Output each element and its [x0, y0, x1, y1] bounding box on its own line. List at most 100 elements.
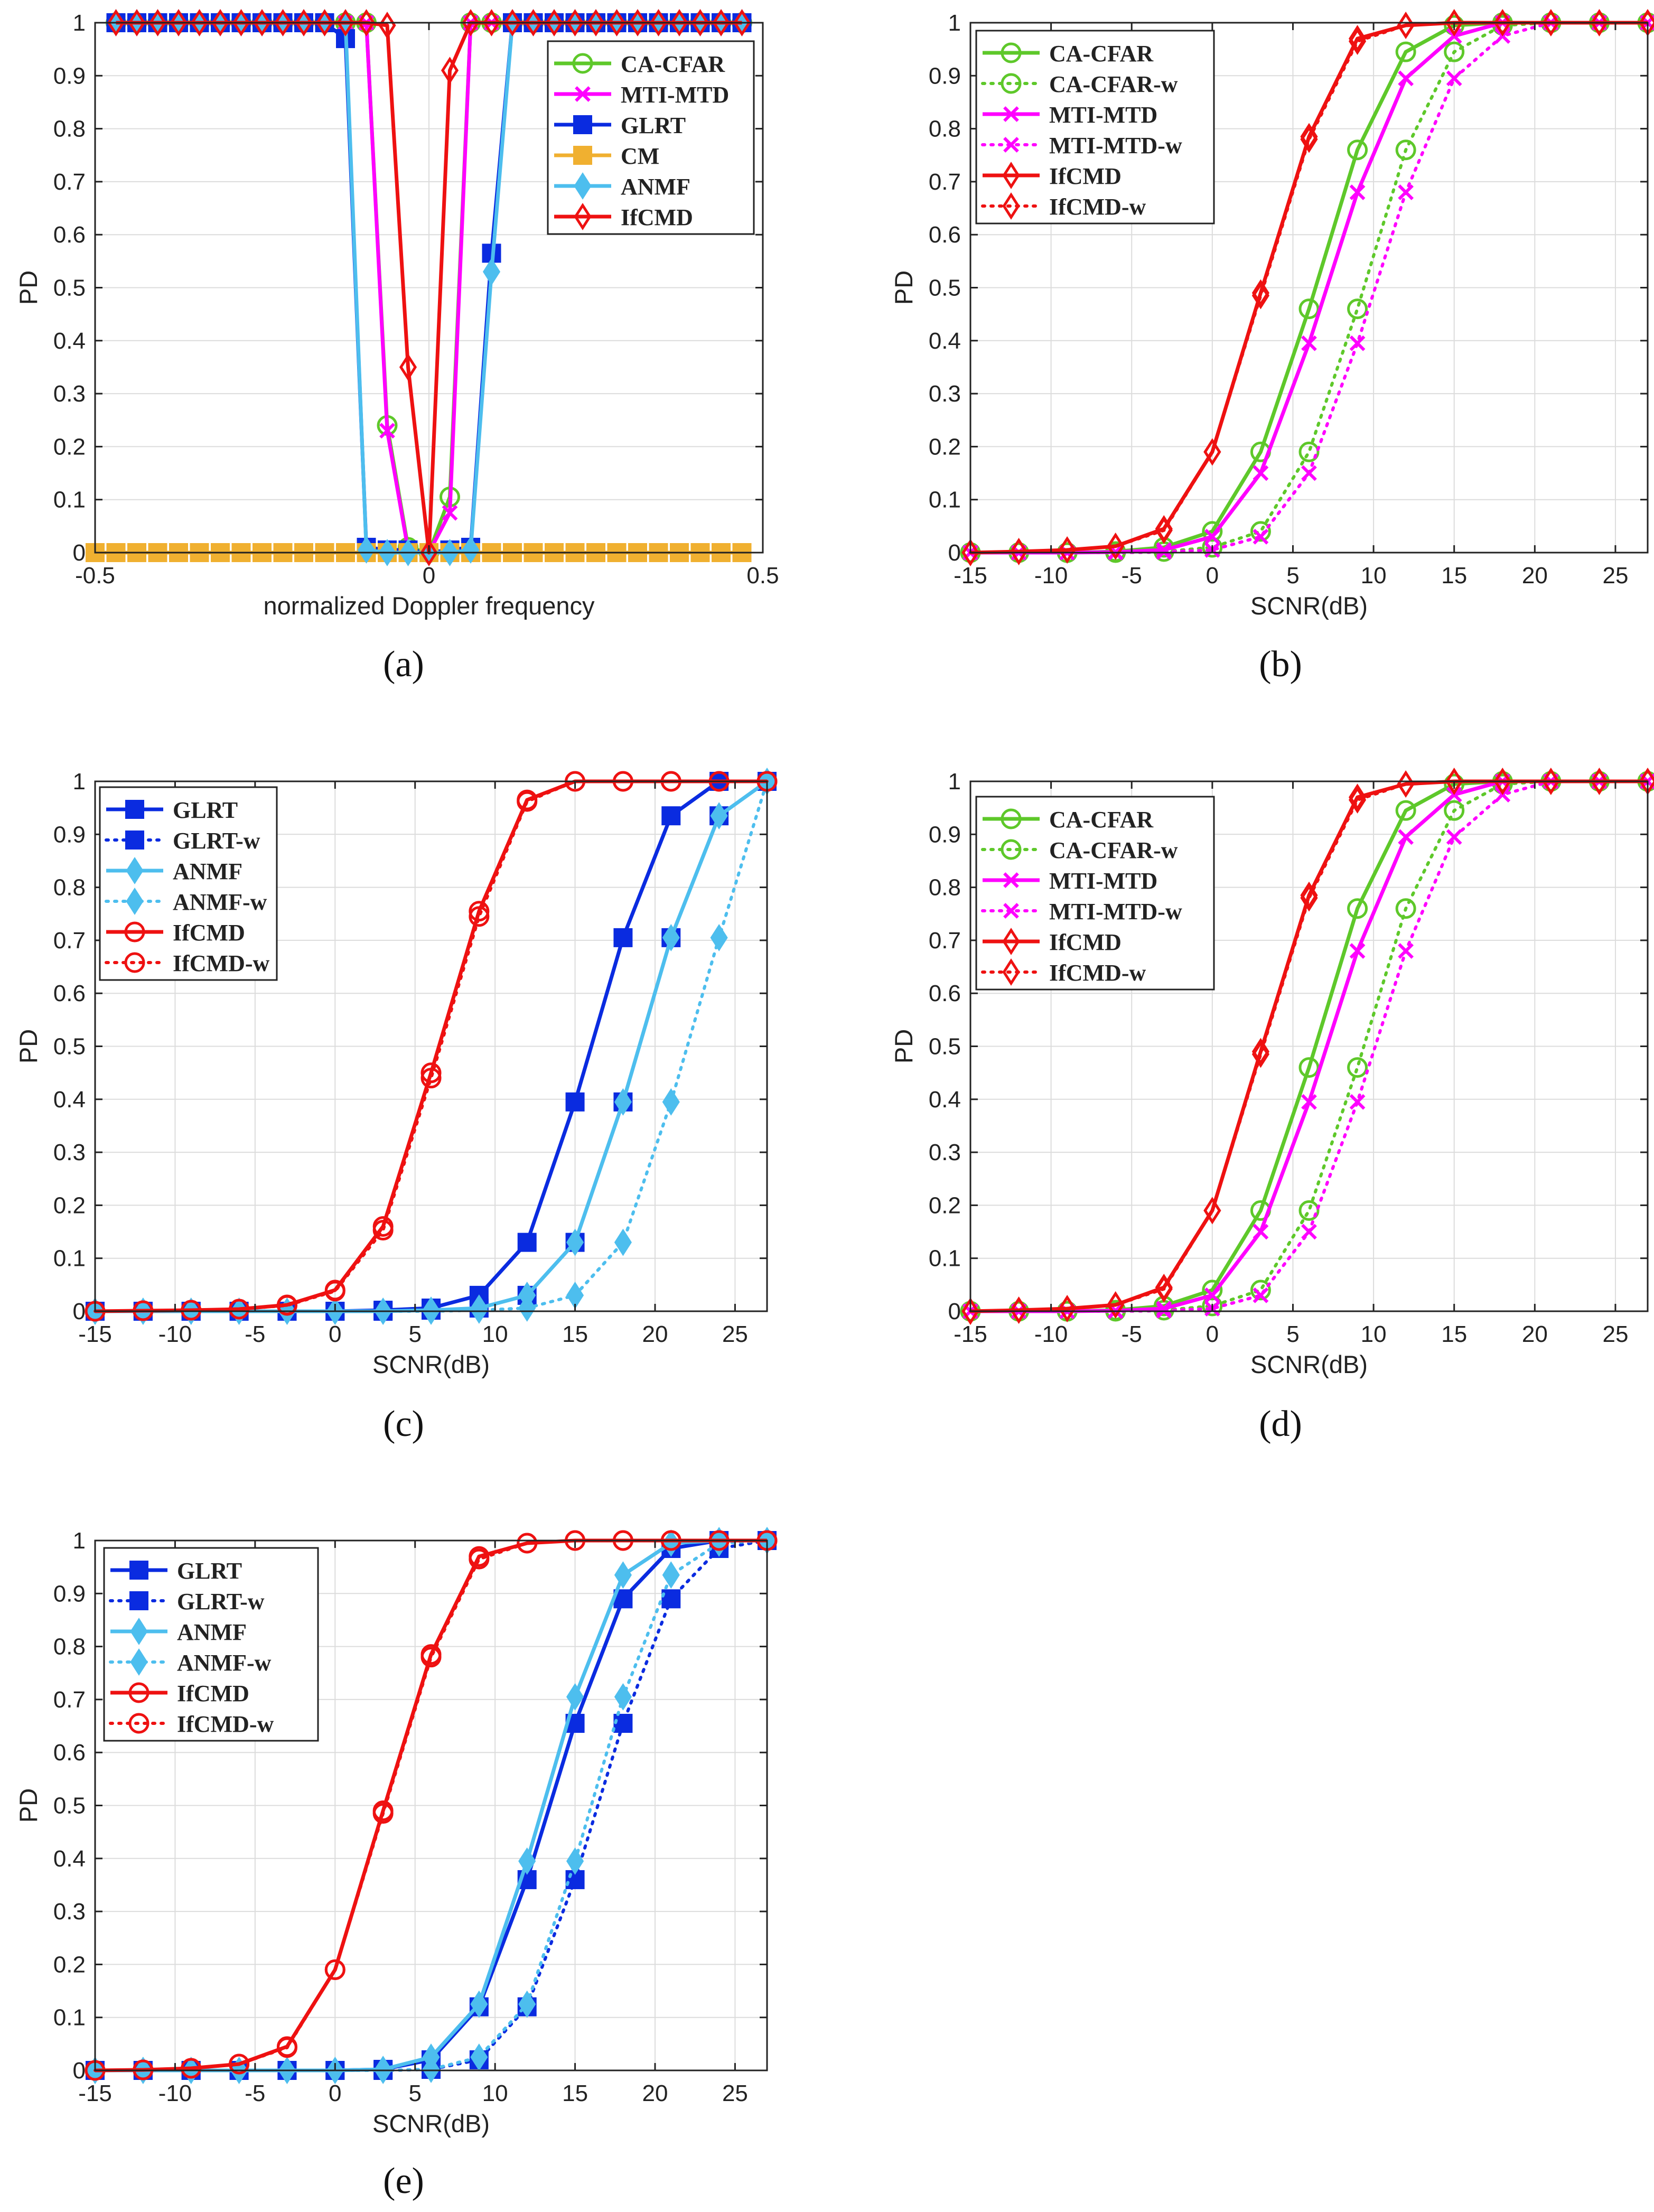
y-tick-label: 0.1	[53, 2005, 86, 2031]
y-tick-label: 0.3	[53, 1140, 86, 1165]
data-point	[315, 9, 334, 36]
data-point	[378, 12, 396, 39]
data-point	[1253, 1287, 1269, 1303]
x-tick-label: -10	[158, 1321, 192, 1347]
y-tick-label: 0.2	[53, 1952, 86, 1977]
y-tick-label: 0.5	[53, 1793, 86, 1819]
legend-item: GLRT-w	[109, 1589, 265, 1614]
legend-label: CA-CFAR-w	[1049, 71, 1178, 97]
data-point	[662, 1088, 680, 1116]
legend-label: MTI-MTD	[1049, 868, 1157, 894]
data-point	[517, 1533, 538, 1554]
x-axis-label: SCNR(dB)	[372, 1350, 490, 1378]
data-point	[1251, 282, 1269, 310]
data-point	[1298, 1200, 1320, 1221]
data-point	[614, 1088, 632, 1116]
legend-marker	[1003, 903, 1019, 919]
data-point	[670, 9, 688, 36]
data-point	[566, 1847, 584, 1875]
data-point	[1349, 335, 1366, 351]
data-point	[1058, 536, 1076, 564]
y-tick-label: 0.3	[53, 381, 86, 407]
legend-label: MTI-MTD-w	[1049, 899, 1182, 925]
data-point	[629, 9, 647, 36]
y-tick-label: 0.1	[53, 1246, 86, 1272]
legend-label: ANMF	[173, 858, 242, 884]
x-tick-label: -0.5	[75, 563, 115, 589]
data-point	[1251, 1040, 1269, 1068]
data-point	[566, 1683, 584, 1711]
legend-label: ANMF	[621, 174, 690, 200]
x-tick-label: -5	[1122, 1321, 1142, 1347]
data-point	[1251, 279, 1269, 307]
legend-label: IfCMD	[1049, 929, 1122, 955]
data-point	[662, 1561, 680, 1589]
y-tick-label: 1	[948, 769, 961, 795]
x-tick-label: 0	[423, 563, 435, 589]
data-point	[1298, 441, 1320, 462]
x-axis-label: SCNR(dB)	[1250, 1350, 1368, 1378]
data-point	[442, 505, 458, 521]
legend-item: IfCMD-w	[981, 192, 1146, 220]
data-point	[1397, 12, 1415, 39]
legend: CA-CFAR CA-CFAR-w MTI-MTD MTI-MTD-w IfCMD IfC…	[975, 796, 1215, 991]
legend-marker	[1001, 42, 1022, 63]
y-tick-label: 0	[948, 540, 961, 566]
data-point	[518, 1847, 536, 1875]
data-point	[1202, 1280, 1223, 1301]
data-point	[1446, 829, 1462, 845]
data-point	[470, 1990, 488, 2018]
legend-item: CM	[554, 143, 659, 169]
data-point	[1010, 538, 1028, 565]
tick-labels: -15 -10 -5 0 5 10 15 20 25 0 0.1 0.2 0.3 0.4 0.5 0.6 0.7…	[53, 769, 767, 1347]
data-point	[181, 2058, 202, 2079]
legend-marker	[130, 1618, 148, 1645]
data-point	[518, 1990, 536, 2018]
data-point	[1444, 41, 1465, 62]
tick-labels: -15 -10 -5 0 5 10 15 20 25 0 0.1 0.2 0.3 0.4 0.5 0.6 0.7…	[53, 1528, 767, 2106]
legend-marker	[572, 53, 593, 74]
data-point	[295, 9, 313, 36]
legend-label: IfCMD-w	[1049, 194, 1146, 220]
legend-item: CA-CFAR	[983, 41, 1154, 67]
data-point	[1347, 898, 1368, 919]
legend-item: ANMF-w	[105, 888, 267, 915]
data-point	[181, 1300, 202, 1321]
y-tick-label: 0.2	[53, 434, 86, 460]
legend-label: GLRT	[173, 797, 238, 823]
data-point	[170, 9, 188, 36]
data-point	[470, 1296, 488, 1324]
data-point	[1395, 898, 1416, 919]
y-tick-label: 0.4	[53, 1087, 86, 1113]
data-point	[661, 806, 681, 826]
legend-label: GLRT	[621, 113, 686, 138]
y-tick-label: 0.8	[53, 116, 86, 142]
legend-label: MTI-MTD-w	[1049, 133, 1182, 158]
x-tick-label: 0	[329, 1321, 341, 1347]
legend-item: GLRT	[110, 1558, 242, 1584]
chart-panel-b: -15 -10 -5 0 5 10 15 20 25 0 0.1 0.2 0.3 0.4 0.5 0.6 0.7…	[890, 9, 1654, 685]
data-point	[482, 9, 501, 36]
x-tick-label: 10	[1361, 563, 1387, 589]
data-point	[420, 1068, 442, 1089]
data-point	[1398, 943, 1414, 959]
tick-labels: -15 -10 -5 0 5 10 15 20 25 0 0.1 0.2 0.3 0.4 0.5 0.6 0.7…	[929, 769, 1648, 1347]
legend: GLRT GLRT-w ANMF ANMF-w IfCMD IfCMD-w	[99, 786, 278, 981]
legend-box	[103, 1547, 319, 1742]
legend-marker	[130, 1648, 148, 1676]
y-tick-label: 0.1	[929, 1246, 961, 1272]
data-point	[469, 906, 490, 927]
legend: GLRT GLRT-w ANMF ANMF-w IfCMD IfCMD-w	[103, 1547, 319, 1742]
x-tick-label: 15	[1441, 1321, 1467, 1347]
y-tick-label: 0.7	[53, 169, 86, 195]
legend-item: IfCMD	[983, 928, 1122, 955]
data-point	[613, 928, 633, 947]
y-tick-label: 1	[73, 1528, 86, 1554]
data-point	[276, 2037, 297, 2058]
data-point	[565, 1092, 585, 1112]
data-point	[1445, 9, 1463, 36]
data-point	[1301, 1094, 1317, 1110]
data-point	[517, 791, 538, 812]
data-point	[613, 1714, 633, 1733]
